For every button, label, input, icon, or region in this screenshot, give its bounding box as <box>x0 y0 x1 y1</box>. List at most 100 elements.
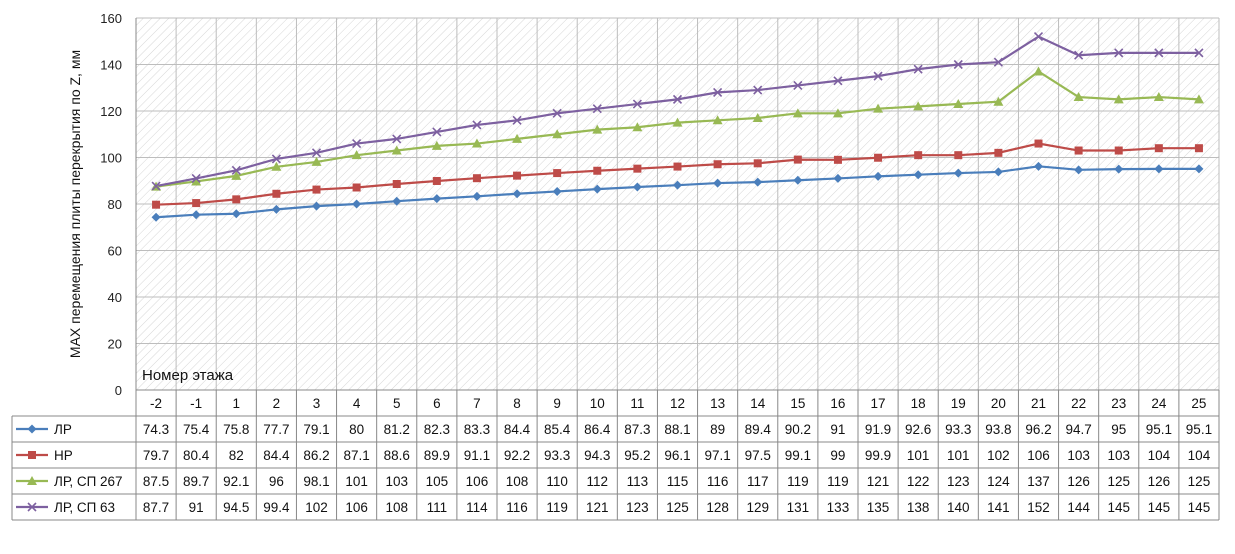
data-label: 91 <box>189 500 204 515</box>
data-point <box>1073 92 1084 102</box>
data-label: 145 <box>1188 500 1211 515</box>
marker-triangle <box>311 156 322 166</box>
marker-triangle <box>1033 66 1044 76</box>
x-tick-label: 10 <box>590 396 605 411</box>
data-point <box>1113 94 1124 104</box>
data-point <box>391 145 402 155</box>
data-point <box>712 115 723 125</box>
series-markers <box>151 32 1204 222</box>
data-label: 145 <box>1148 500 1171 515</box>
data-label: 95.1 <box>1146 422 1172 437</box>
data-point <box>152 200 161 209</box>
data-label: 87.5 <box>143 474 169 489</box>
data-point <box>632 99 642 109</box>
data-point <box>1034 139 1043 148</box>
data-label: 92.2 <box>504 448 530 463</box>
data-point <box>311 148 322 158</box>
marker-triangle <box>632 122 643 132</box>
data-label: 74.3 <box>143 422 169 437</box>
data-label: 104 <box>1148 448 1171 463</box>
x-tick-label: 2 <box>273 396 281 411</box>
data-label: 126 <box>1148 474 1171 489</box>
data-label: 122 <box>907 474 930 489</box>
x-tick-label: 24 <box>1151 396 1167 411</box>
marker-x <box>191 173 201 183</box>
data-point <box>753 159 762 168</box>
x-tick-label: -2 <box>150 396 162 411</box>
marker-diamond <box>271 204 281 214</box>
gridlines <box>135 17 1220 391</box>
data-point <box>713 160 722 169</box>
marker-triangle <box>1073 92 1084 102</box>
marker-x <box>833 76 843 86</box>
data-point <box>953 99 964 109</box>
marker-square <box>874 153 883 162</box>
marker-diamond <box>1194 164 1204 174</box>
marker-x <box>793 80 803 90</box>
data-point <box>913 64 923 74</box>
data-label: 99 <box>830 448 845 463</box>
data-label: 106 <box>466 474 489 489</box>
marker-diamond <box>27 424 37 434</box>
data-point <box>472 174 481 183</box>
legend-marker <box>28 451 36 459</box>
data-point <box>431 140 442 150</box>
marker-square <box>753 159 762 168</box>
data-point <box>192 199 201 208</box>
marker-x <box>1194 48 1204 58</box>
data-point <box>873 103 884 113</box>
data-label: 86.4 <box>584 422 611 437</box>
data-point <box>752 112 763 122</box>
data-label: 125 <box>666 500 689 515</box>
data-label: 106 <box>1027 448 1050 463</box>
data-label: 126 <box>1067 474 1090 489</box>
marker-square <box>553 169 562 178</box>
marker-square <box>1034 139 1043 148</box>
data-label: 96 <box>269 474 284 489</box>
data-label: 103 <box>1067 448 1090 463</box>
data-point <box>913 101 924 111</box>
x-tick-label: 5 <box>393 396 401 411</box>
data-point <box>1194 164 1204 174</box>
data-point <box>231 209 241 219</box>
data-point <box>913 170 923 180</box>
data-point <box>191 210 201 220</box>
x-tick-label: 18 <box>911 396 926 411</box>
marker-triangle <box>873 103 884 113</box>
data-label: 131 <box>787 500 810 515</box>
marker-x <box>1033 32 1044 42</box>
data-point <box>392 134 402 144</box>
marker-x <box>271 154 281 164</box>
marker-square <box>232 195 241 204</box>
data-label: 119 <box>827 474 849 489</box>
marker-diamond <box>793 175 803 185</box>
data-label: 84.4 <box>263 448 290 463</box>
data-point <box>993 167 1003 177</box>
data-label: 145 <box>1107 500 1130 515</box>
data-point <box>673 180 682 190</box>
data-label: 119 <box>787 474 809 489</box>
legend-label: НР <box>54 448 73 463</box>
x-tick-label: 23 <box>1111 396 1126 411</box>
data-label: 135 <box>867 500 890 515</box>
data-point <box>592 184 602 194</box>
marker-x <box>151 181 161 191</box>
marker-square <box>312 185 321 194</box>
marker-diamond <box>1154 164 1164 174</box>
marker-diamond <box>873 171 883 181</box>
data-label: 112 <box>587 474 609 489</box>
data-label: 99.1 <box>785 448 811 463</box>
marker-x <box>352 138 362 149</box>
marker-triangle <box>552 129 563 139</box>
data-point <box>953 168 963 178</box>
x-tick-label: 11 <box>630 396 644 411</box>
data-label: 94.5 <box>223 500 249 515</box>
marker-triangle <box>592 124 603 134</box>
legend-marker <box>27 476 37 485</box>
data-point <box>954 151 963 160</box>
marker-x <box>672 94 683 104</box>
data-point <box>914 151 923 160</box>
legend-marker <box>27 424 37 434</box>
data-point <box>874 153 883 162</box>
y-tick-label: 120 <box>100 104 122 119</box>
